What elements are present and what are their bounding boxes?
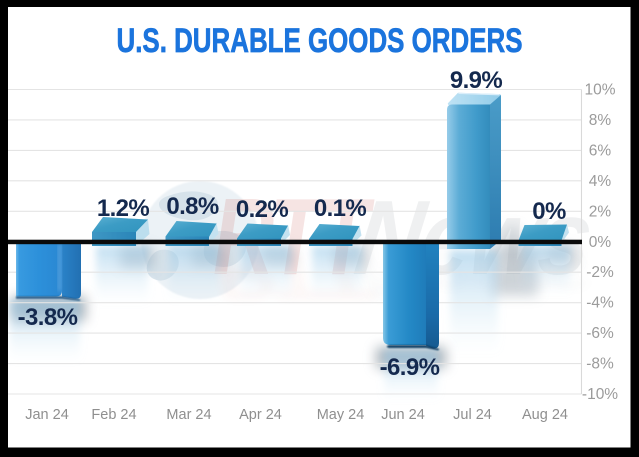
svg-text:-2%: -2% — [586, 264, 614, 281]
svg-text:-3.8%: -3.8% — [18, 304, 78, 331]
svg-text:2%: 2% — [589, 203, 612, 220]
svg-text:May 24: May 24 — [317, 407, 365, 423]
svg-text:0.1%: 0.1% — [314, 195, 367, 222]
svg-text:8%: 8% — [589, 112, 612, 129]
svg-text:6%: 6% — [589, 142, 612, 159]
svg-text:0.2%: 0.2% — [236, 196, 289, 223]
svg-text:U.S. DURABLE GOODS ORDERS: U.S. DURABLE GOODS ORDERS — [117, 22, 523, 60]
svg-text:1.2%: 1.2% — [97, 195, 150, 222]
svg-text:0.8%: 0.8% — [166, 193, 219, 220]
svg-text:9.9%: 9.9% — [450, 67, 503, 94]
svg-text:Jun 24: Jun 24 — [381, 407, 425, 423]
svg-text:Jan 24: Jan 24 — [25, 407, 69, 423]
svg-text:-6%: -6% — [586, 325, 614, 342]
svg-text:-4%: -4% — [586, 295, 614, 312]
svg-text:-10%: -10% — [582, 386, 618, 403]
svg-text:Aug 24: Aug 24 — [522, 407, 568, 423]
svg-text:10%: 10% — [584, 82, 615, 99]
svg-text:Apr 24: Apr 24 — [239, 407, 282, 423]
svg-text:Mar 24: Mar 24 — [166, 407, 211, 423]
svg-text:-6.9%: -6.9% — [380, 354, 440, 381]
svg-text:Jul 24: Jul 24 — [453, 407, 492, 423]
svg-text:4%: 4% — [589, 173, 612, 190]
svg-text:Feb 24: Feb 24 — [91, 407, 136, 423]
svg-text:0%: 0% — [589, 234, 612, 251]
svg-text:0%: 0% — [532, 198, 566, 225]
svg-text:-8%: -8% — [586, 356, 614, 373]
